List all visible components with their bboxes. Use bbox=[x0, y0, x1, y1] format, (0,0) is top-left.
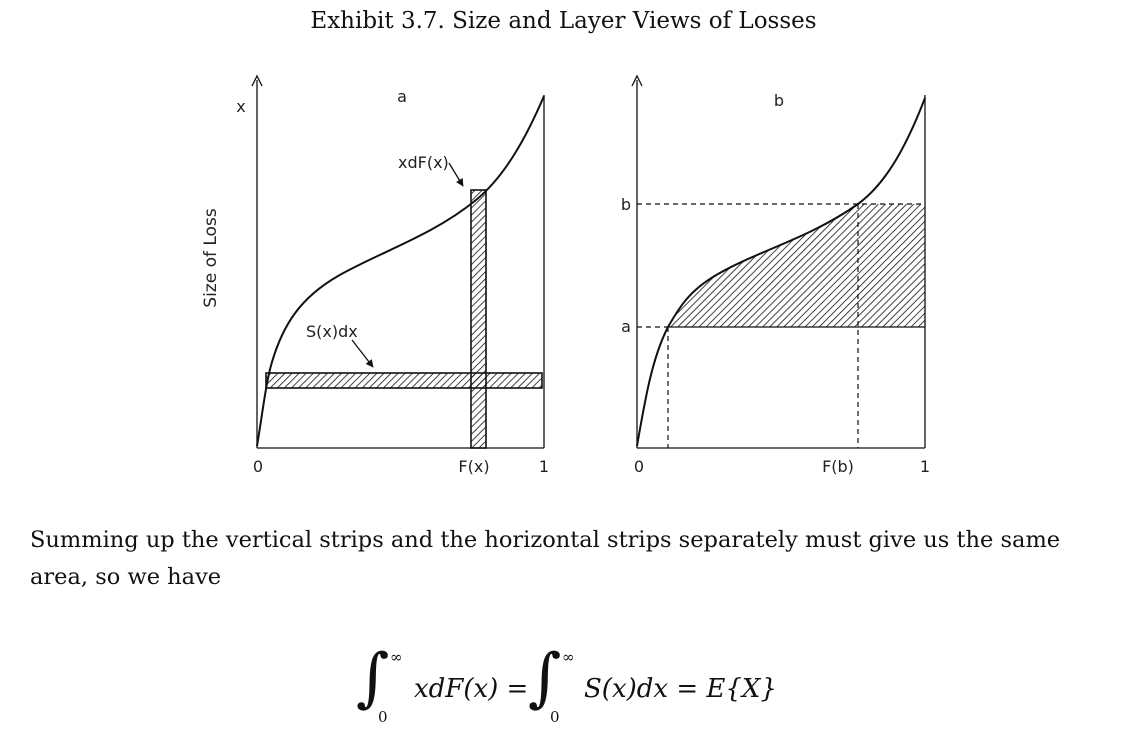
horizontal-strip bbox=[265, 372, 543, 389]
panel-a-tick-1: 1 bbox=[539, 457, 549, 476]
integral-sign-2: ∫ bbox=[528, 641, 562, 715]
body-paragraph: Summing up the vertical strips and the h… bbox=[30, 527, 1061, 590]
panel-a-tick-fx: F(x) bbox=[458, 457, 489, 476]
panel-a-y-axis-arrowhead bbox=[251, 74, 263, 87]
panel-b-y-axis-arrowhead bbox=[631, 74, 643, 87]
panel-b-label: b bbox=[774, 91, 784, 110]
panel-b-curve bbox=[636, 97, 926, 447]
upper-limit-1: ∞ bbox=[390, 648, 403, 666]
vertical-strip bbox=[470, 189, 487, 449]
integrand-2: S(x)dx = E{X} bbox=[584, 674, 777, 704]
annotation-xdf: xdF(x) bbox=[398, 153, 449, 172]
exhibit-title: Exhibit 3.7. Size and Layer Views of Los… bbox=[310, 8, 817, 34]
panel-b-tick-fb: F(b) bbox=[822, 457, 854, 476]
panel-a-tick-0: 0 bbox=[253, 457, 263, 476]
panel-a-label: a bbox=[397, 87, 407, 106]
panel-b-tick-0: 0 bbox=[634, 457, 644, 476]
size-layer-figure: Size of Loss a x xdF(x) S(x)dx 0 F(x) 1 … bbox=[201, 74, 930, 476]
lower-limit-2: 0 bbox=[550, 708, 560, 726]
panel-a: a x xdF(x) S(x)dx 0 F(x) 1 bbox=[236, 74, 549, 476]
y-axis-label: Size of Loss bbox=[201, 208, 221, 308]
panel-b-level-b: b bbox=[621, 195, 631, 214]
upper-limit-2: ∞ bbox=[562, 648, 575, 666]
panel-b-level-a: a bbox=[621, 317, 631, 336]
annotation-xdf-arrow bbox=[448, 162, 464, 187]
integral-sign-1: ∫ bbox=[356, 641, 390, 715]
annotation-sxdx: S(x)dx bbox=[306, 322, 358, 341]
lower-limit-1: 0 bbox=[378, 708, 388, 726]
panel-a-x-label: x bbox=[236, 97, 245, 116]
layer-region bbox=[668, 204, 925, 327]
panel-b: b b a 0 F(b) 1 bbox=[621, 74, 930, 476]
panel-b-tick-1: 1 bbox=[920, 457, 930, 476]
panel-a-curve bbox=[256, 95, 545, 447]
annotation-sxdx-arrow bbox=[351, 339, 374, 368]
integrand-1: xdF(x) = bbox=[414, 674, 529, 704]
